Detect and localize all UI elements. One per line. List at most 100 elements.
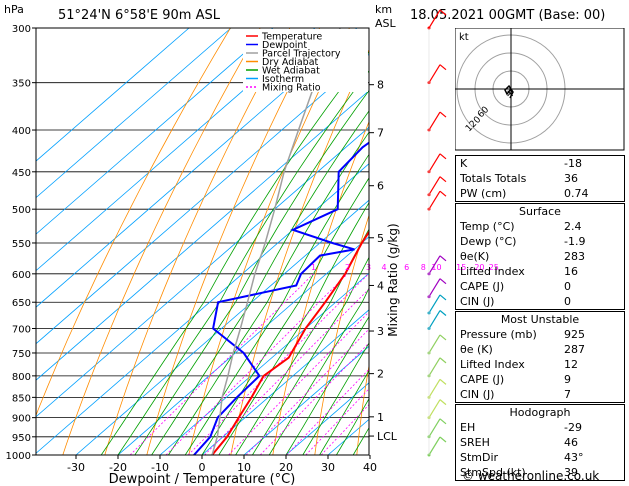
wind-barb-flag (439, 418, 447, 425)
surface-panel: Surface Temp (°C) 2.4 Dewp (°C) -1.9 θe(K)… (455, 203, 625, 310)
surface-row-label: Dewp (°C) (460, 235, 517, 248)
surface-row-label: Lifted Index (460, 265, 525, 278)
dry-adiabat-line (36, 28, 231, 417)
wind-barb (428, 111, 441, 131)
mixing-ratio-tick-label: 10 (431, 263, 441, 272)
isotherm-line (201, 309, 369, 455)
wind-barb-flag (439, 310, 447, 316)
wind-barb-flag (439, 334, 447, 341)
isotherm-line (36, 126, 369, 418)
wind-barbs (427, 9, 447, 457)
wind-barb (428, 334, 441, 354)
hodograph-stats-title: Hodograph (509, 406, 571, 419)
isotherm-line (36, 28, 358, 308)
parcel-trajectory-line (211, 28, 341, 455)
wind-barb-flag (439, 176, 447, 183)
dry-adiabat-line (356, 363, 369, 455)
wind-barb-flag (439, 357, 447, 364)
surface-row-value: 283 (564, 250, 585, 263)
mixing-ratio-tick-label: 8 (421, 263, 426, 272)
wind-barb (428, 294, 441, 314)
pressure-tick-label: 550 (12, 239, 31, 250)
x-axis-label: Dewpoint / Temperature (°C) (109, 472, 296, 486)
pressure-tick-label: 500 (12, 205, 31, 216)
most-unstable-panel: Most Unstable Pressure (mb) 925 θe (K) 287… (455, 311, 625, 403)
wind-barb (428, 153, 441, 173)
height-tick-label: 1 (377, 411, 384, 424)
mixing-ratio-line (129, 273, 314, 455)
mu-row-value: 12 (564, 358, 578, 371)
mixing-ratio-tick-label: 25 (489, 263, 499, 272)
mixing-ratio-tick-label: 4 (381, 263, 386, 272)
temperature-tick-label: 40 (363, 461, 377, 474)
temperature-tick-label: 20 (279, 461, 293, 474)
mu-row-label: CAPE (J) (460, 373, 505, 386)
wind-barb (428, 379, 441, 398)
wind-barb (428, 418, 441, 438)
mu-row-label: Pressure (mb) (460, 328, 537, 341)
surface-row-label: CAPE (J) (460, 280, 505, 293)
pressure-tick-label: 400 (12, 126, 31, 137)
surface-row-label: CIN (J) (460, 295, 495, 308)
wind-barb-flag (439, 378, 447, 385)
pressure-tick-label: 700 (12, 325, 31, 336)
mu-row-label: θe (K) (460, 343, 493, 356)
totals-totals-value: 36 (564, 172, 578, 185)
pressure-tick-label: 300 (12, 24, 31, 35)
copyright-footer[interactable]: © weatheronline.co.uk (462, 469, 600, 483)
height-tick-label: 4 (377, 279, 384, 292)
temperature-tick-label: -30 (67, 461, 85, 474)
dry-adiabat-line (104, 28, 291, 455)
legend-entry: Mixing Ratio (262, 83, 321, 94)
hodo-row-label: StmDir (460, 451, 499, 464)
wind-barb-flag (439, 64, 447, 71)
height-tick-label: 3 (377, 325, 384, 338)
wind-barb (428, 176, 441, 196)
km-unit-label: km (375, 3, 393, 16)
wet-adiabat-line (184, 153, 369, 455)
height-tick-label: 5 (377, 232, 384, 245)
hpa-unit-label: hPa (4, 3, 24, 16)
wet-adiabat-line (268, 287, 369, 455)
isotherm-line (36, 28, 316, 272)
hodograph: kt 60 120 ✕ (455, 28, 625, 151)
legend-entry: Parcel Trajectory (262, 49, 341, 60)
asl-unit-label: ASL (375, 17, 396, 30)
legend-background (243, 29, 368, 92)
surface-row-value: 0 (564, 280, 571, 293)
surface-row-value: 2.4 (564, 220, 582, 233)
legend-entry: Wet Adiabat (262, 66, 320, 77)
height-tick-label: 8 (377, 79, 384, 92)
mu-row-value: 7 (564, 388, 571, 401)
wind-barb (428, 310, 441, 329)
hodo-row-value: 39 (564, 466, 578, 479)
wind-barb-flag (439, 9, 447, 16)
pw-label: PW (cm) (460, 187, 507, 200)
pressure-tick-label: 350 (12, 79, 31, 90)
totals-totals-label: Totals Totals (460, 172, 527, 185)
wind-barb (428, 64, 441, 83)
isotherm-line (36, 53, 369, 345)
temperature-tick-label: 30 (321, 461, 335, 474)
legend-entry: Isotherm (262, 74, 304, 85)
wind-barb-flag (439, 294, 447, 301)
mixing-ratio-tick-label: 2 (345, 263, 350, 272)
mixing-ratio-axis-label: Mixing Ratio (g/kg) (386, 223, 400, 336)
isotherm-line (243, 345, 369, 455)
isotherm-line (75, 199, 369, 455)
wet-adiabat-line (336, 397, 369, 455)
isotherm-line (36, 28, 274, 235)
height-tick-label: 2 (377, 368, 384, 381)
pressure-tick-label: 750 (12, 349, 31, 360)
wind-barb-flag (439, 255, 447, 262)
dry-adiabat-line (188, 28, 350, 455)
surface-row-label: θe(K) (460, 250, 490, 263)
mu-row-value: 9 (564, 373, 571, 386)
mixing-ratio-line (320, 404, 369, 455)
storm-motion-marker: ✕ (506, 89, 514, 100)
wet-adiabat-line (319, 369, 369, 455)
legend-entry: Dry Adiabat (262, 57, 319, 68)
mixing-ratio-tick-label: 6 (404, 263, 409, 272)
